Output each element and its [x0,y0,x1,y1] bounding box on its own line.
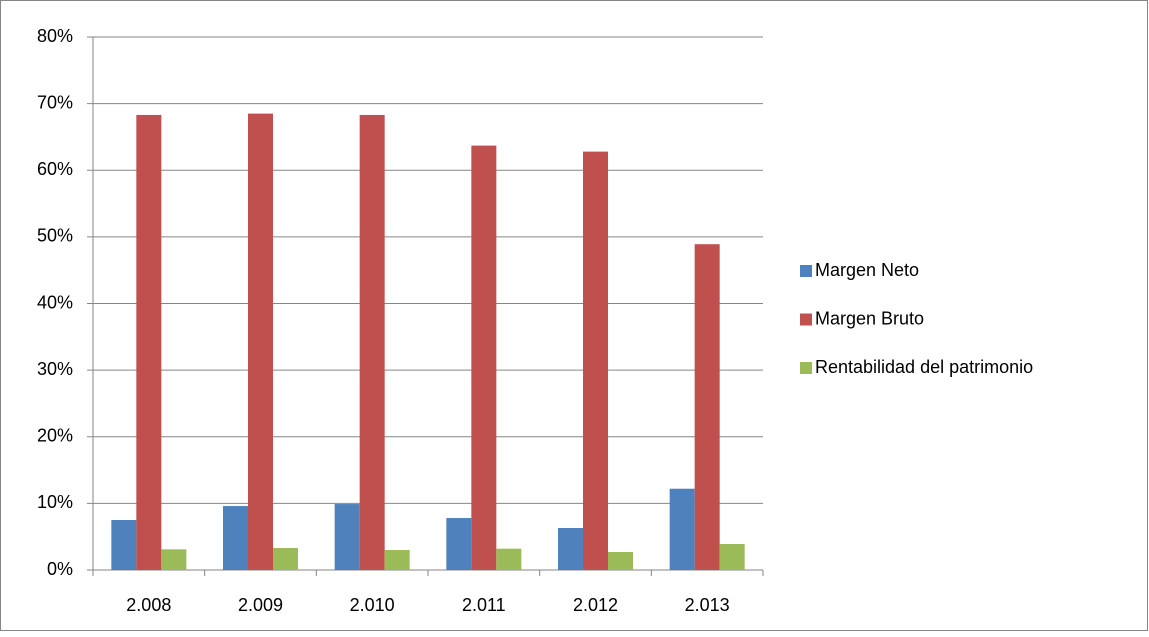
bar [273,548,298,570]
y-tick-label: 80% [37,26,73,46]
bar [359,114,385,571]
legend-swatch [800,362,812,374]
bar [161,549,187,570]
x-tick-label: 2.008 [126,595,171,615]
y-tick-label: 30% [37,359,73,379]
x-tick-label: 2.012 [573,595,618,615]
legend-label: Rentabilidad del patrimonio [815,357,1033,377]
bar [719,544,745,570]
bar [608,552,633,570]
x-tick-label: 2.013 [685,595,730,615]
legend-label: Margen Bruto [815,308,924,328]
x-tick-label: 2.009 [238,595,283,615]
bar [384,550,410,570]
y-tick-label: 40% [37,292,73,312]
y-tick-label: 10% [37,492,73,512]
y-tick-label: 0% [47,559,73,579]
bar [558,528,583,570]
bar [223,506,248,570]
bar [248,113,273,571]
x-tick-label: 2.010 [350,595,395,615]
x-tick-label: 2.011 [462,595,506,615]
bar [334,504,360,570]
bar [669,488,695,570]
y-tick-label: 70% [37,92,73,112]
bar [136,114,162,571]
bar [446,518,472,570]
legend-label: Margen Neto [815,260,919,280]
bar [471,145,497,570]
y-tick-label: 20% [37,426,73,446]
y-tick-label: 50% [37,226,73,246]
legend-swatch [800,265,812,277]
legend-swatch [800,313,812,326]
bar [111,520,137,570]
bar [496,548,522,570]
y-tick-label: 60% [37,159,73,179]
bar [583,151,608,570]
bar [694,244,720,571]
